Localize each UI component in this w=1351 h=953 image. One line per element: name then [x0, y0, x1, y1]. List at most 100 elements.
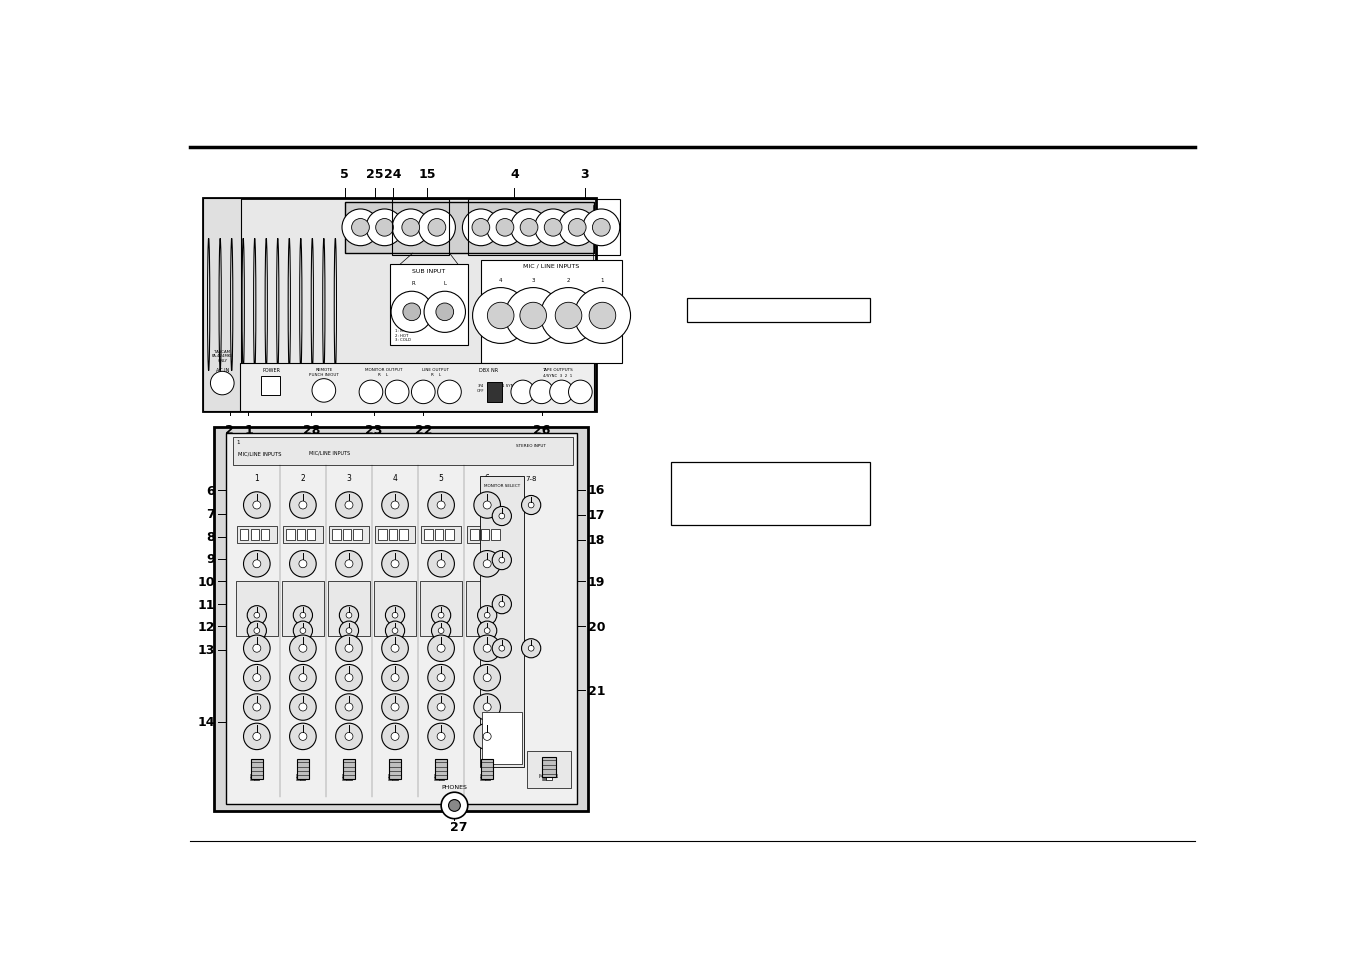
Ellipse shape	[431, 621, 451, 640]
Ellipse shape	[438, 560, 444, 568]
Ellipse shape	[219, 239, 222, 372]
Ellipse shape	[293, 621, 312, 640]
Bar	[232, 437, 573, 465]
Bar	[378, 530, 386, 540]
Ellipse shape	[492, 507, 512, 526]
Text: 4: 4	[511, 168, 519, 180]
Ellipse shape	[351, 219, 369, 237]
Ellipse shape	[419, 210, 455, 247]
Bar	[307, 530, 316, 540]
Ellipse shape	[499, 558, 505, 563]
Ellipse shape	[335, 636, 362, 661]
Text: MIC/LINE INPUTS: MIC/LINE INPUTS	[309, 450, 350, 456]
Ellipse shape	[477, 621, 497, 640]
Ellipse shape	[449, 800, 461, 812]
Text: 1: 1	[254, 474, 259, 483]
Ellipse shape	[484, 628, 490, 634]
Ellipse shape	[428, 694, 454, 720]
Ellipse shape	[550, 381, 573, 404]
Bar	[482, 713, 521, 763]
Text: 6: 6	[207, 484, 215, 497]
Ellipse shape	[521, 639, 540, 659]
Bar	[485, 773, 490, 781]
Text: 5: 5	[439, 772, 443, 777]
Text: 18: 18	[588, 534, 605, 546]
Text: 5: 5	[439, 474, 443, 483]
Ellipse shape	[254, 613, 259, 618]
Bar	[300, 773, 305, 781]
Ellipse shape	[403, 304, 420, 321]
Ellipse shape	[359, 381, 382, 404]
Ellipse shape	[342, 210, 380, 247]
Ellipse shape	[484, 644, 492, 653]
Ellipse shape	[392, 613, 399, 618]
Ellipse shape	[499, 514, 505, 519]
Ellipse shape	[390, 703, 399, 711]
Ellipse shape	[299, 644, 307, 653]
Text: 1: 1	[245, 424, 253, 437]
Text: 2: 2	[300, 474, 305, 483]
Text: 26: 26	[532, 424, 550, 437]
Ellipse shape	[345, 644, 353, 653]
Ellipse shape	[299, 733, 307, 740]
Text: REMOTE
PUNCH IN/OUT: REMOTE PUNCH IN/OUT	[309, 368, 339, 376]
Ellipse shape	[382, 551, 408, 578]
Ellipse shape	[428, 636, 454, 661]
Bar	[392, 773, 397, 781]
Ellipse shape	[390, 644, 399, 653]
Text: 10: 10	[197, 576, 215, 588]
Ellipse shape	[288, 239, 290, 372]
Ellipse shape	[424, 292, 466, 333]
Ellipse shape	[253, 560, 261, 568]
Text: 11: 11	[197, 598, 215, 611]
Ellipse shape	[289, 636, 316, 661]
Text: 3: 3	[580, 168, 589, 180]
Ellipse shape	[474, 665, 500, 691]
Bar	[446, 530, 454, 540]
Ellipse shape	[211, 372, 234, 395]
Text: SUB INPUT: SUB INPUT	[412, 269, 446, 274]
Ellipse shape	[488, 303, 513, 330]
Text: 2: 2	[567, 277, 570, 282]
Ellipse shape	[436, 304, 454, 321]
Ellipse shape	[289, 551, 316, 578]
Ellipse shape	[589, 303, 616, 330]
Text: 24: 24	[384, 168, 401, 180]
Ellipse shape	[438, 501, 444, 510]
Ellipse shape	[569, 219, 586, 237]
Text: MIC / LINE INPUTS: MIC / LINE INPUTS	[523, 263, 580, 269]
Ellipse shape	[492, 551, 512, 570]
Ellipse shape	[253, 501, 261, 510]
Ellipse shape	[335, 723, 362, 750]
Ellipse shape	[335, 493, 362, 518]
Ellipse shape	[366, 210, 403, 247]
Text: 16: 16	[588, 483, 605, 497]
Bar	[392, 200, 450, 255]
Text: 7-8: 7-8	[526, 476, 536, 481]
Ellipse shape	[486, 210, 523, 247]
Bar	[435, 759, 447, 780]
Bar	[297, 530, 305, 540]
Text: 3/4
OFF: 3/4 OFF	[477, 384, 485, 393]
Ellipse shape	[438, 674, 444, 682]
Ellipse shape	[474, 493, 500, 518]
Bar	[261, 376, 280, 395]
Ellipse shape	[471, 219, 490, 237]
Text: 28: 28	[303, 424, 320, 437]
Ellipse shape	[474, 551, 500, 578]
Bar	[254, 773, 259, 781]
Ellipse shape	[335, 551, 362, 578]
Bar	[424, 530, 432, 540]
Ellipse shape	[382, 723, 408, 750]
Ellipse shape	[438, 644, 444, 653]
Ellipse shape	[382, 694, 408, 720]
Bar	[213, 428, 588, 812]
Text: 4: 4	[393, 772, 397, 777]
Ellipse shape	[428, 493, 454, 518]
Bar	[261, 530, 269, 540]
Text: 1 SYNC: 1 SYNC	[501, 384, 516, 388]
Ellipse shape	[311, 239, 313, 372]
Ellipse shape	[555, 303, 582, 330]
Ellipse shape	[569, 381, 592, 404]
Text: DBX NR: DBX NR	[478, 368, 497, 373]
